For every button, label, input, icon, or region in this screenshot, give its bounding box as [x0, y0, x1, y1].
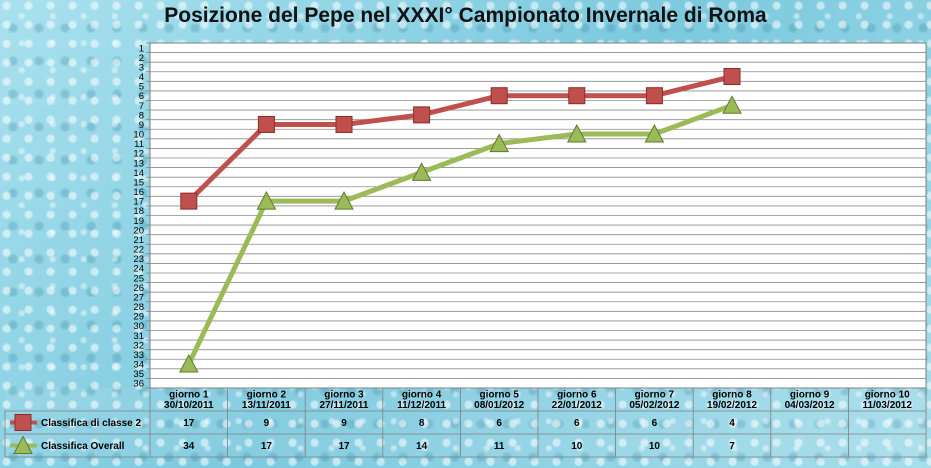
y-tick-label: 14: [133, 168, 144, 179]
category-day-label: giorno 5: [479, 390, 519, 401]
y-tick-label: 26: [133, 283, 144, 294]
y-tick-label: 24: [133, 264, 144, 275]
data-point: [722, 95, 742, 114]
y-tick-label: 11: [134, 139, 144, 150]
y-tick-label: 1: [139, 43, 144, 54]
y-tick-label: 29: [133, 312, 144, 323]
data-point: [723, 68, 741, 86]
y-tick-label: 5: [139, 82, 144, 93]
y-tick-label: 30: [133, 321, 144, 332]
data-label: 11: [494, 441, 505, 452]
data-label: 10: [649, 441, 661, 452]
y-tick-label: 18: [133, 206, 144, 217]
category-day-label: giorno 3: [324, 390, 364, 401]
y-tick-label: 31: [133, 331, 144, 342]
category-day-label: giorno 1: [169, 390, 209, 401]
y-tick-label: 21: [133, 235, 144, 246]
legend-label: Classifica Overall: [41, 441, 125, 452]
data-label: 4: [729, 418, 735, 429]
series-line: [186, 102, 735, 367]
y-tick-label: 20: [133, 225, 144, 236]
data-point: [490, 87, 508, 105]
category-day-label: giorno 8: [712, 390, 752, 401]
data-point: [645, 87, 663, 105]
data-label: 17: [338, 441, 350, 452]
data-table: [5, 388, 926, 457]
data-label: 34: [183, 441, 195, 452]
data-point: [180, 192, 198, 210]
category-date-label: 04/03/2012: [785, 400, 835, 411]
data-label: 9: [341, 418, 347, 429]
category-day-label: giorno 2: [247, 390, 287, 401]
category-date-label: 27/11/2011: [320, 400, 369, 411]
y-tick-label: 33: [133, 350, 144, 361]
category-day-label: giorno 9: [790, 390, 830, 401]
y-tick-label: 15: [133, 177, 144, 188]
y-tick-label: 13: [133, 158, 144, 169]
y-tick-label: 32: [133, 340, 144, 351]
data-label: 8: [419, 418, 425, 429]
data-point: [178, 353, 199, 373]
category-day-label: giorno 6: [557, 390, 597, 401]
data-label: 10: [571, 441, 583, 452]
y-tick-label: 23: [133, 254, 144, 265]
legend-label: Classifica di classe 2: [41, 418, 142, 429]
y-tick-label: 22: [133, 245, 144, 256]
y-tick-label: 8: [139, 110, 144, 121]
y-tick-label: 6: [139, 91, 144, 102]
data-point: [257, 115, 275, 133]
category-date-label: 11/03/2012: [862, 400, 912, 411]
category-day-label: giorno 7: [635, 390, 675, 401]
data-point: [568, 87, 586, 105]
data-label: 14: [416, 441, 428, 452]
y-tick-label: 28: [133, 302, 144, 313]
y-tick-label: 2: [139, 53, 144, 64]
y-tick-label: 35: [133, 369, 144, 380]
data-point: [335, 115, 353, 133]
y-tick-label: 27: [133, 292, 144, 303]
legend-marker: [13, 435, 33, 454]
data-point: [489, 133, 510, 153]
data-label: 9: [264, 418, 270, 429]
data-label: 17: [261, 441, 273, 452]
y-tick-label: 19: [133, 216, 144, 227]
category-day-label: giorno 10: [865, 390, 910, 401]
data-label: 7: [729, 441, 735, 452]
data-label: 6: [652, 418, 658, 429]
category-date-label: 22/01/2012: [552, 400, 602, 411]
data-point: [256, 191, 277, 210]
y-tick-label: 9: [139, 120, 144, 131]
category-date-label: 30/10/2011: [164, 400, 214, 411]
y-tick-label: 12: [133, 149, 144, 160]
data-point: [566, 123, 587, 143]
chart-title: Posizione del Pepe nel XXXI° Campionato …: [164, 4, 767, 27]
data-label: 6: [496, 418, 502, 429]
y-tick-label: 17: [133, 197, 144, 208]
category-date-label: 11/12/2011: [397, 400, 446, 411]
data-point: [334, 191, 354, 210]
category-date-label: 05/02/2012: [629, 400, 679, 411]
y-tick-label: 34: [133, 360, 144, 371]
data-label: 6: [574, 418, 580, 429]
y-tick-label: 3: [139, 62, 144, 73]
y-tick-label: 4: [139, 72, 144, 83]
category-day-label: giorno 4: [402, 390, 442, 401]
y-tick-label: 10: [133, 130, 144, 141]
category-date-label: 08/01/2012: [474, 400, 524, 411]
y-tick-label: 7: [139, 101, 144, 112]
legend-marker: [14, 414, 32, 431]
data-point: [644, 123, 665, 143]
data-point: [413, 106, 431, 124]
data-label: 17: [183, 418, 195, 429]
category-date-label: 19/02/2012: [707, 400, 757, 411]
y-tick-label: 36: [133, 379, 144, 390]
series-line: [186, 74, 735, 204]
data-point: [411, 162, 432, 181]
y-tick-label: 16: [133, 187, 144, 198]
category-date-label: 13/11/2011: [242, 400, 291, 411]
y-tick-label: 25: [133, 273, 144, 284]
